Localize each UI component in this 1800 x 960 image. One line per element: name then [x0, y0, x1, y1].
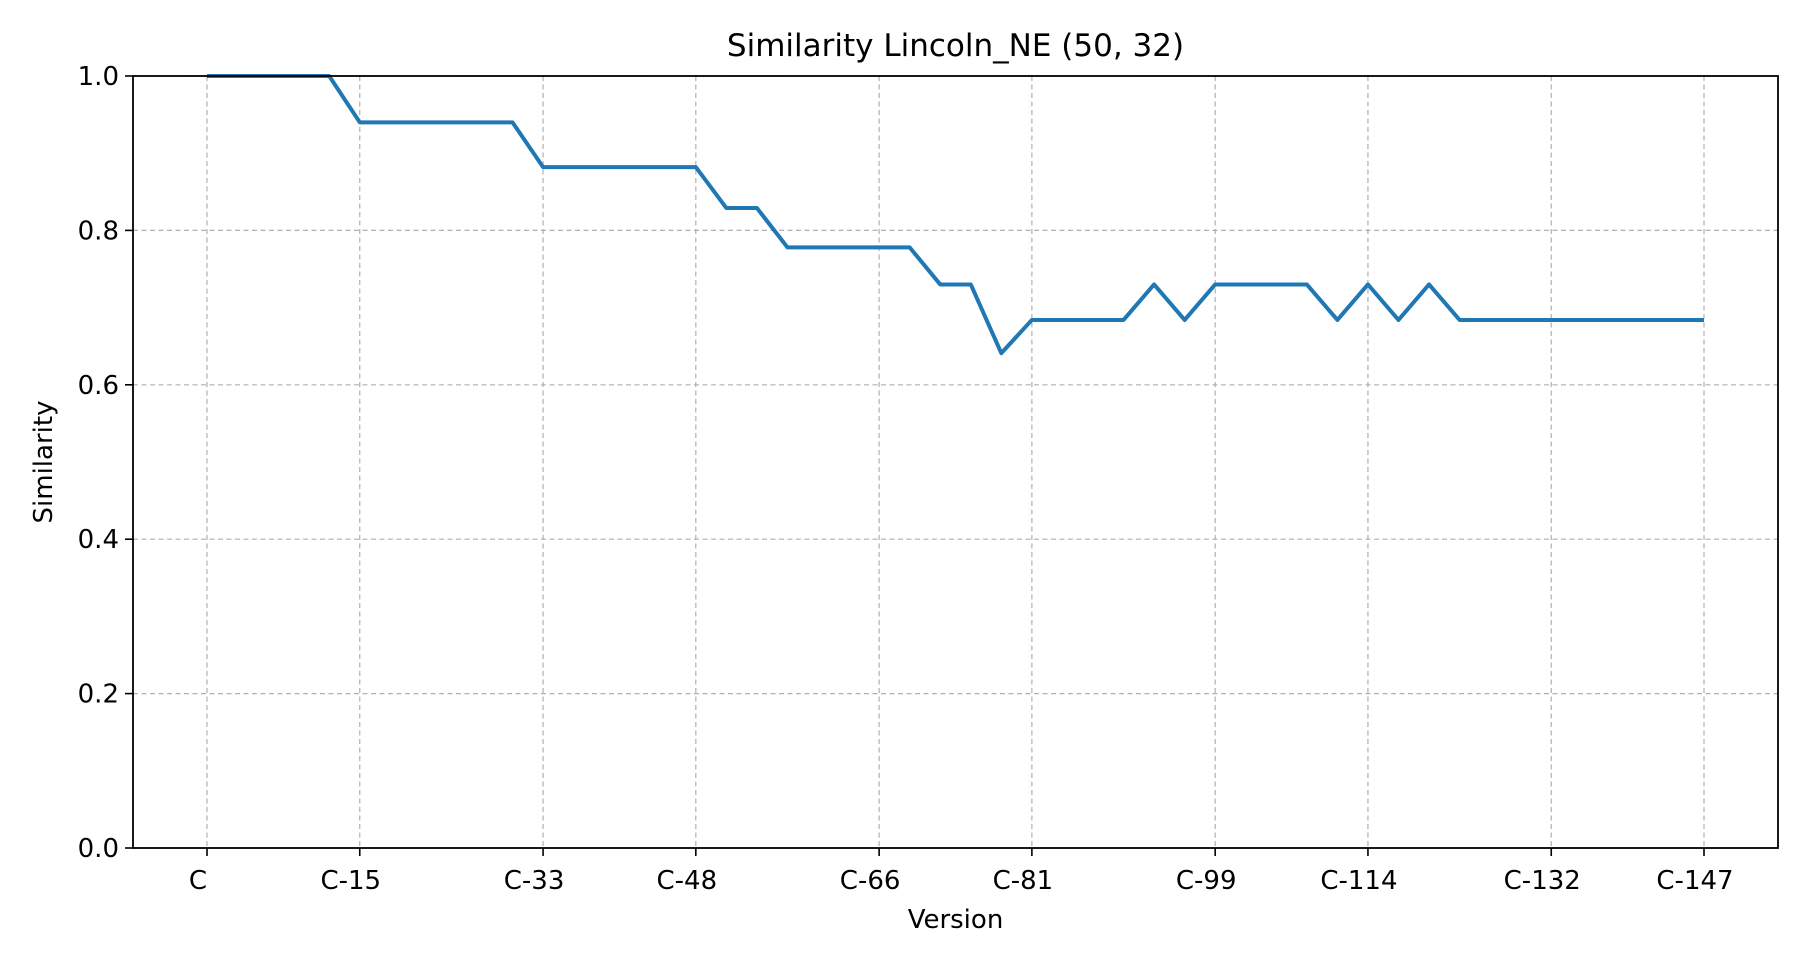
data-point: [1610, 318, 1614, 322]
y-tick-label: 0.2: [78, 680, 119, 710]
x-tick-label: C-114: [1320, 866, 1397, 896]
data-point: [1183, 318, 1187, 322]
data-point: [633, 165, 637, 169]
data-point: [541, 165, 545, 169]
data-point: [1488, 318, 1492, 322]
data-point: [908, 245, 912, 249]
data-point: [999, 351, 1003, 355]
x-tick-label: C-33: [504, 866, 565, 896]
data-point: [1091, 318, 1095, 322]
data-point: [419, 120, 423, 124]
y-tick-label: 0.8: [78, 216, 119, 246]
data-point: [1580, 318, 1584, 322]
data-point: [1213, 282, 1217, 286]
plot-frame: [132, 75, 1779, 849]
y-axis-label: Similarity: [29, 401, 59, 524]
x-tick-label: C-147: [1656, 866, 1733, 896]
data-point: [1060, 318, 1064, 322]
chart-title: Similarity Lincoln_NE (50, 32): [727, 28, 1184, 64]
data-point: [1549, 318, 1553, 322]
y-tick-label: 0.6: [78, 371, 119, 401]
data-point: [1458, 318, 1462, 322]
data-point: [1702, 318, 1706, 322]
data-point: [1244, 282, 1248, 286]
y-tick-label: 1.0: [78, 62, 119, 92]
x-tick-label: C-99: [1176, 866, 1237, 896]
data-point: [1030, 318, 1034, 322]
x-tick-label: C-66: [840, 866, 901, 896]
x-axis-label: Version: [908, 905, 1004, 935]
x-tick-label: C-15: [320, 866, 381, 896]
axis-ticks: 0.0 0.2 0.4 0.6 0.8 1.0 C C-15 C-33 C-48 C-66 C-81 C…: [78, 62, 1734, 896]
data-point: [1366, 282, 1370, 286]
data-point: [1427, 282, 1431, 286]
data-point: [480, 120, 484, 124]
data-point: [816, 245, 820, 249]
data-point: [449, 120, 453, 124]
data-point: [572, 165, 576, 169]
grid-lines: [133, 75, 1778, 849]
x-tick-label: C-48: [657, 866, 718, 896]
data-point: [602, 165, 606, 169]
data-point: [938, 282, 942, 286]
data-point: [1274, 282, 1278, 286]
data-point: [755, 206, 759, 210]
data-point: [1335, 318, 1339, 322]
data-point: [969, 282, 973, 286]
data-point: [724, 206, 728, 210]
data-point: [785, 245, 789, 249]
data-point: [1671, 318, 1675, 322]
y-tick-label: 0.0: [78, 834, 119, 864]
x-tick-label: C-132: [1504, 866, 1581, 896]
data-point: [358, 120, 362, 124]
data-point: [1396, 318, 1400, 322]
data-point: [511, 120, 515, 124]
series-lines: [207, 74, 1706, 356]
data-point: [877, 245, 881, 249]
data-point: [1122, 318, 1126, 322]
data-point: [1305, 282, 1309, 286]
data-point: [694, 165, 698, 169]
data-point: [388, 120, 392, 124]
data-point: [663, 165, 667, 169]
similarity-series-line: [207, 74, 1704, 356]
data-point: [1519, 318, 1523, 322]
y-tick-label: 0.4: [78, 525, 119, 555]
x-tick-label: C: [189, 866, 207, 896]
data-point: [1641, 318, 1645, 322]
x-tick-label: C-81: [993, 866, 1054, 896]
data-point: [1152, 282, 1156, 286]
data-point: [847, 245, 851, 249]
